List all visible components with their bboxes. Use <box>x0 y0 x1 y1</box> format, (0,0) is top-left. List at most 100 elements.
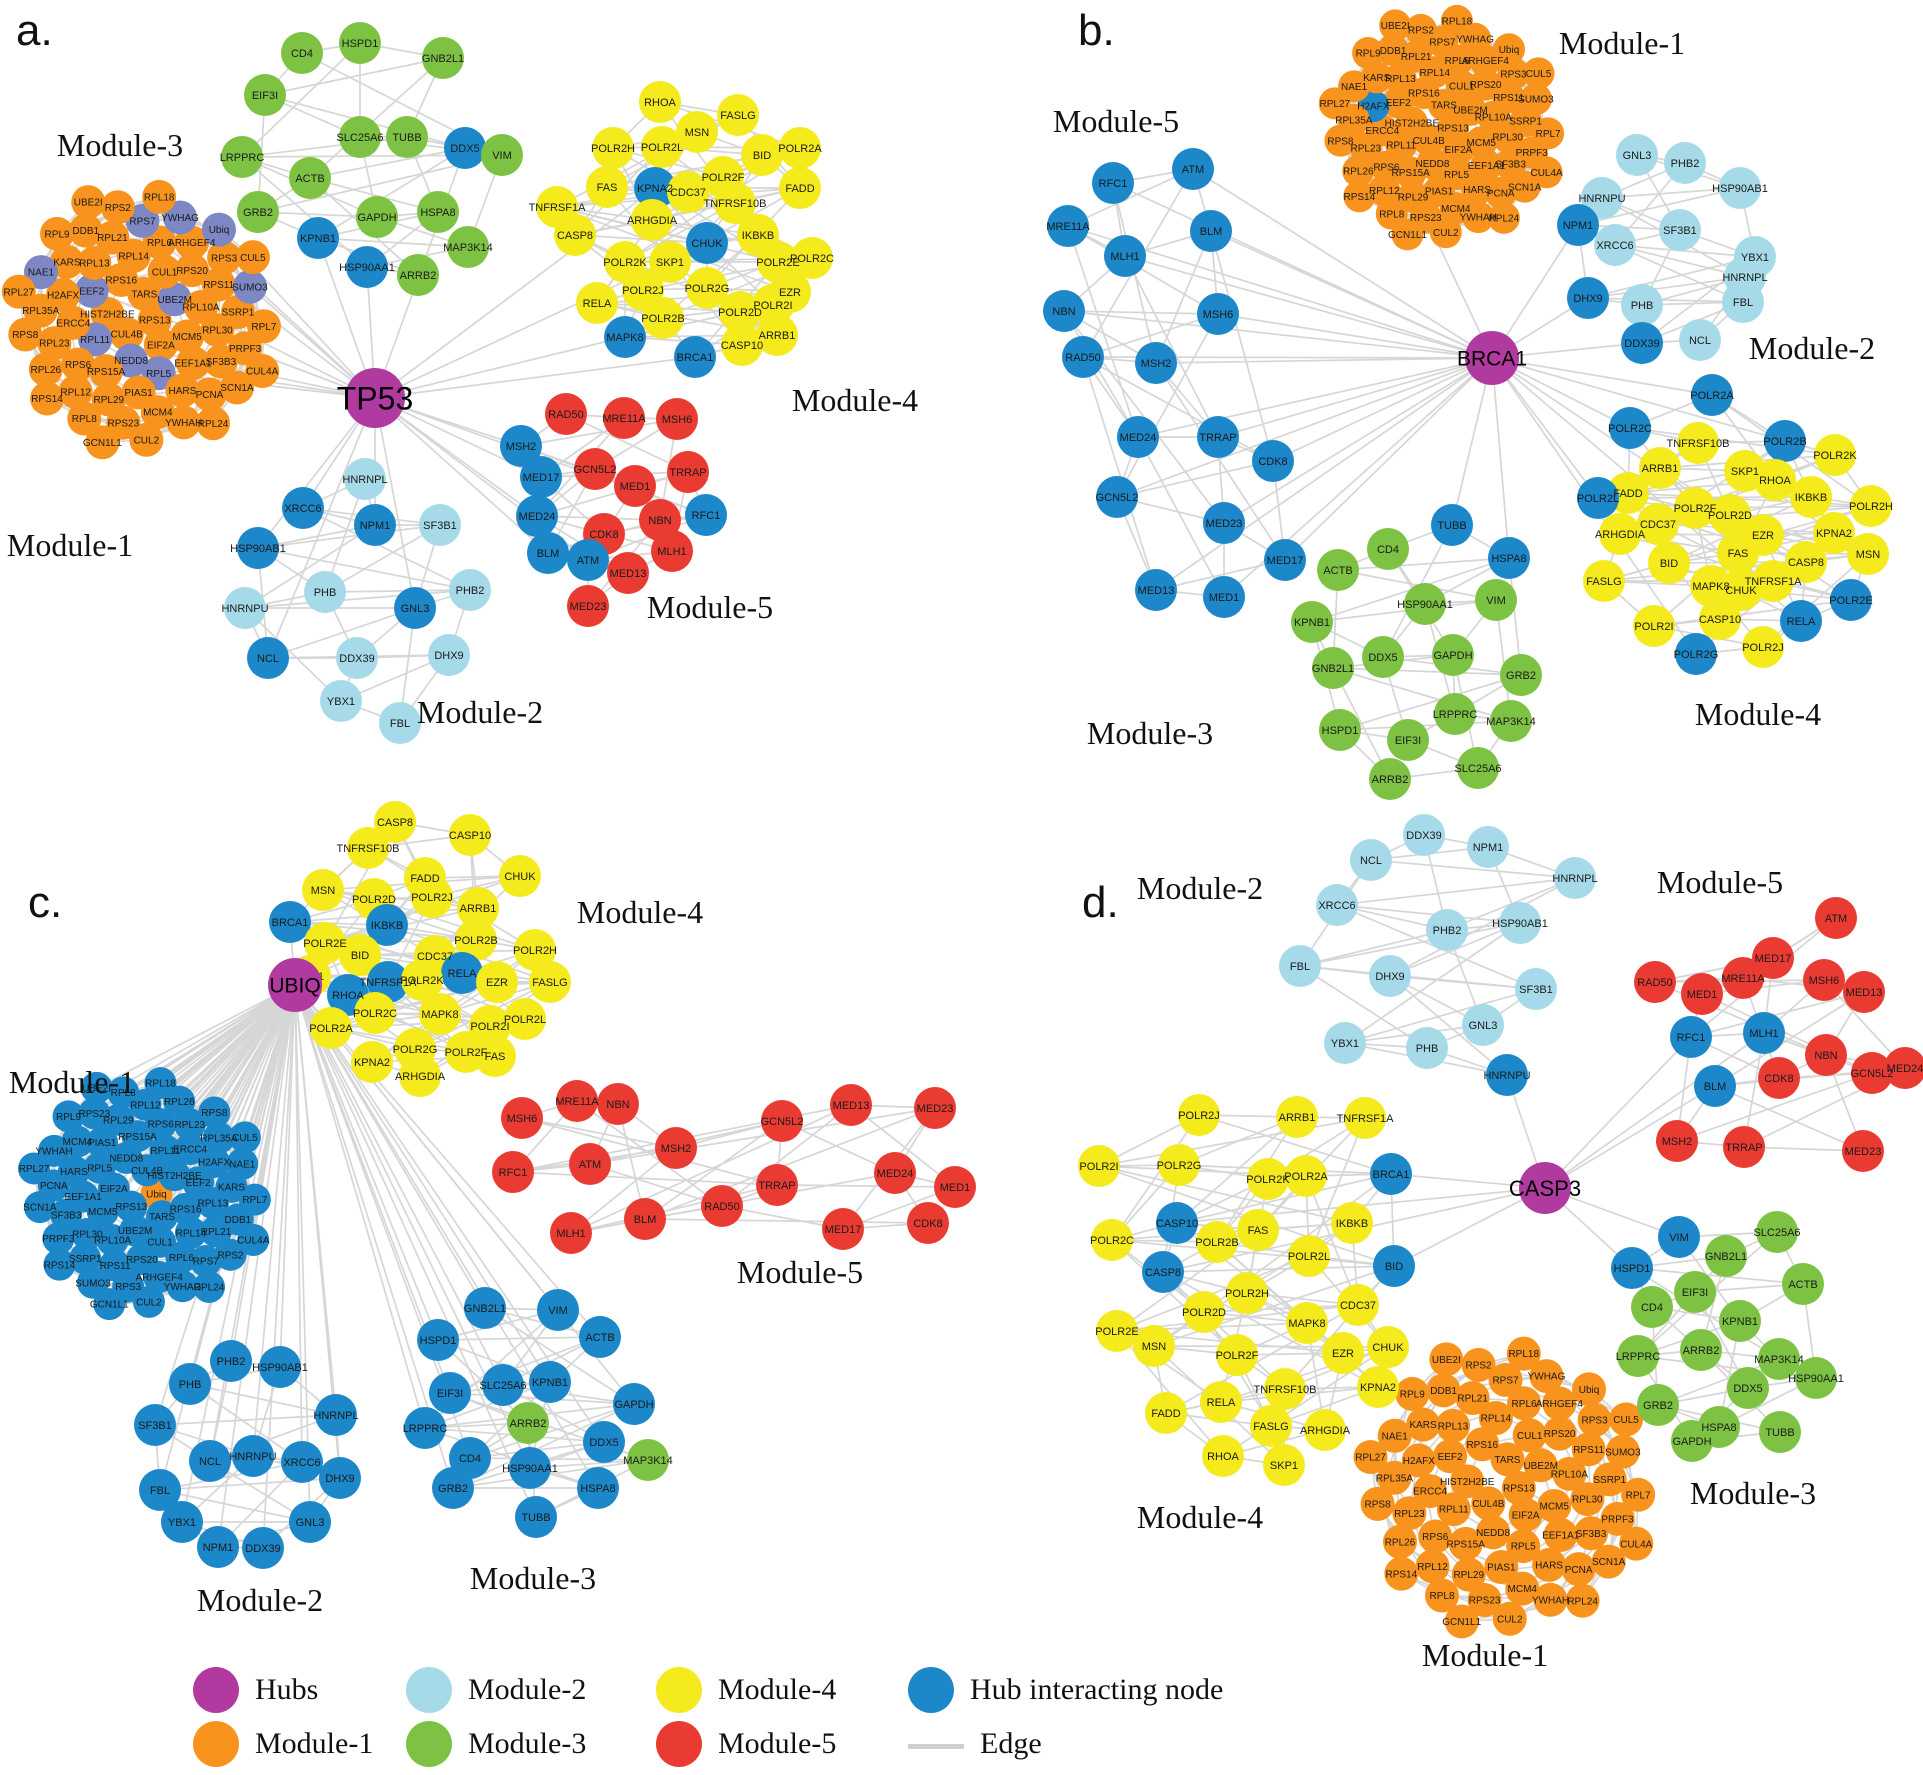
node-CUL1[interactable] <box>147 254 182 289</box>
node-RPL11[interactable] <box>149 1134 182 1167</box>
node-RHOA[interactable] <box>639 81 681 123</box>
node-TRRAP[interactable] <box>756 1164 798 1206</box>
node-POLR2K[interactable] <box>1814 434 1856 476</box>
node-MED17[interactable] <box>520 456 562 498</box>
node-RPL27[interactable] <box>18 1152 51 1185</box>
node-GCN5L2[interactable] <box>1096 476 1138 518</box>
node-POLR2A[interactable] <box>310 1007 352 1049</box>
node-YWHAG[interactable] <box>163 200 198 235</box>
node-CASP10[interactable] <box>721 324 763 366</box>
node-HNRNPU[interactable] <box>1581 177 1623 219</box>
node-MED1[interactable] <box>1681 973 1723 1015</box>
node-YWHAG[interactable] <box>1529 1359 1564 1394</box>
node-POLR2A[interactable] <box>1691 374 1733 416</box>
node-SKP1[interactable] <box>1263 1444 1305 1486</box>
node-TARS[interactable] <box>1490 1442 1525 1477</box>
node-TUBB[interactable] <box>1431 504 1473 546</box>
node-TNFRSF1A[interactable] <box>1344 1097 1386 1139</box>
node-MSH2[interactable] <box>655 1127 697 1169</box>
node-EIF2A[interactable] <box>143 327 178 362</box>
node-MED24[interactable] <box>1884 1047 1923 1089</box>
node-EEF2[interactable] <box>74 273 109 308</box>
node-HSPD1[interactable] <box>417 1319 459 1361</box>
node-ACTB[interactable] <box>1782 1263 1824 1305</box>
node-CUL2[interactable] <box>132 1285 165 1318</box>
node-MCM4[interactable] <box>140 395 175 430</box>
node-BRCA1[interactable] <box>674 336 716 378</box>
node-FBL[interactable] <box>1722 281 1764 323</box>
node-RELA[interactable] <box>441 952 483 994</box>
node-MAPK8[interactable] <box>1286 1302 1328 1344</box>
node-MED13[interactable] <box>1843 971 1885 1013</box>
node-CUL4A[interactable] <box>237 1223 270 1256</box>
node-SKP1[interactable] <box>649 241 691 283</box>
node-MSN[interactable] <box>1847 533 1889 575</box>
node-KPNA2[interactable] <box>1357 1366 1399 1408</box>
node-FASLG[interactable] <box>529 961 571 1003</box>
node-CASP10[interactable] <box>1699 598 1741 640</box>
node-ARRB1[interactable] <box>457 887 499 929</box>
node-LRPPRC[interactable] <box>221 136 263 178</box>
node-RPL8[interactable] <box>1424 1578 1459 1613</box>
node-VIM[interactable] <box>1658 1216 1700 1258</box>
node-HSP90AB1[interactable] <box>1499 902 1541 944</box>
node-BLM[interactable] <box>1694 1065 1736 1107</box>
node-GAPDH[interactable] <box>356 196 398 238</box>
node-GRB2[interactable] <box>1500 654 1542 696</box>
node-SF3B1[interactable] <box>419 504 461 546</box>
node-NBN[interactable] <box>597 1083 639 1125</box>
node-HSPA8[interactable] <box>577 1467 619 1509</box>
node-DHX9[interactable] <box>1567 277 1609 319</box>
node-CASP10[interactable] <box>1156 1202 1198 1244</box>
node-GRB2[interactable] <box>432 1467 474 1509</box>
node-POLR2I[interactable] <box>1633 605 1675 647</box>
node-RHOA[interactable] <box>1202 1435 1244 1477</box>
node-MED17[interactable] <box>822 1208 864 1250</box>
node-LRPPRC[interactable] <box>1434 693 1476 735</box>
node-TNFRSF1A[interactable] <box>1752 560 1794 602</box>
node-HSP90AA1[interactable] <box>346 246 388 288</box>
node-RPL27[interactable] <box>1353 1440 1388 1475</box>
node-PRPF3[interactable] <box>1600 1501 1635 1536</box>
node-LRPPRC[interactable] <box>1617 1335 1659 1377</box>
node-DDB1[interactable] <box>68 213 103 248</box>
node-TNFRSF10B[interactable] <box>1264 1368 1306 1410</box>
node-POLR2C[interactable] <box>1609 407 1651 449</box>
node-CUL5[interactable] <box>1609 1402 1644 1437</box>
node-UBE2M[interactable] <box>1523 1448 1558 1483</box>
node-PHB[interactable] <box>1406 1027 1448 1069</box>
node-EZR[interactable] <box>1322 1332 1364 1374</box>
node-KPNA2[interactable] <box>634 167 676 209</box>
node-DDX5[interactable] <box>1727 1367 1769 1409</box>
node-RAD50[interactable] <box>701 1185 743 1227</box>
node-GNL3[interactable] <box>1616 134 1658 176</box>
node-RPS2[interactable] <box>1461 1347 1496 1382</box>
node-FBL[interactable] <box>379 702 421 744</box>
node-MRE11A[interactable] <box>603 397 645 439</box>
node-RPL29[interactable] <box>1451 1557 1486 1592</box>
node-BID[interactable] <box>741 134 783 176</box>
node-RPL18[interactable] <box>1506 1336 1541 1371</box>
node-KPNB1[interactable] <box>1291 601 1333 643</box>
node-CUL5[interactable] <box>228 1121 261 1154</box>
node-RPS7[interactable] <box>189 1244 222 1277</box>
node-RPS20[interactable] <box>1542 1416 1577 1451</box>
node-BRCA1[interactable] <box>269 901 311 943</box>
node-BLM[interactable] <box>1190 210 1232 252</box>
node-GRB2[interactable] <box>237 191 279 233</box>
node-POLR2E[interactable] <box>304 922 346 964</box>
node-CUL2[interactable] <box>1492 1601 1527 1636</box>
node-MAP3K14[interactable] <box>627 1439 669 1481</box>
node-POLR2D[interactable] <box>1709 494 1751 536</box>
node-RPS8[interactable] <box>8 317 43 352</box>
node-RPL14[interactable] <box>1478 1400 1513 1435</box>
node-YWHAH[interactable] <box>166 405 201 440</box>
node-GNB2L1[interactable] <box>1705 1235 1747 1277</box>
node-POLR2L[interactable] <box>504 998 546 1040</box>
node-YBX1[interactable] <box>161 1501 203 1543</box>
node-RFC1[interactable] <box>492 1151 534 1193</box>
node-HSP90AB1[interactable] <box>259 1346 301 1388</box>
node-ARHGDIA[interactable] <box>631 199 673 241</box>
node-RPL23[interactable] <box>1392 1496 1427 1531</box>
node-ARRB2[interactable] <box>1680 1329 1722 1371</box>
